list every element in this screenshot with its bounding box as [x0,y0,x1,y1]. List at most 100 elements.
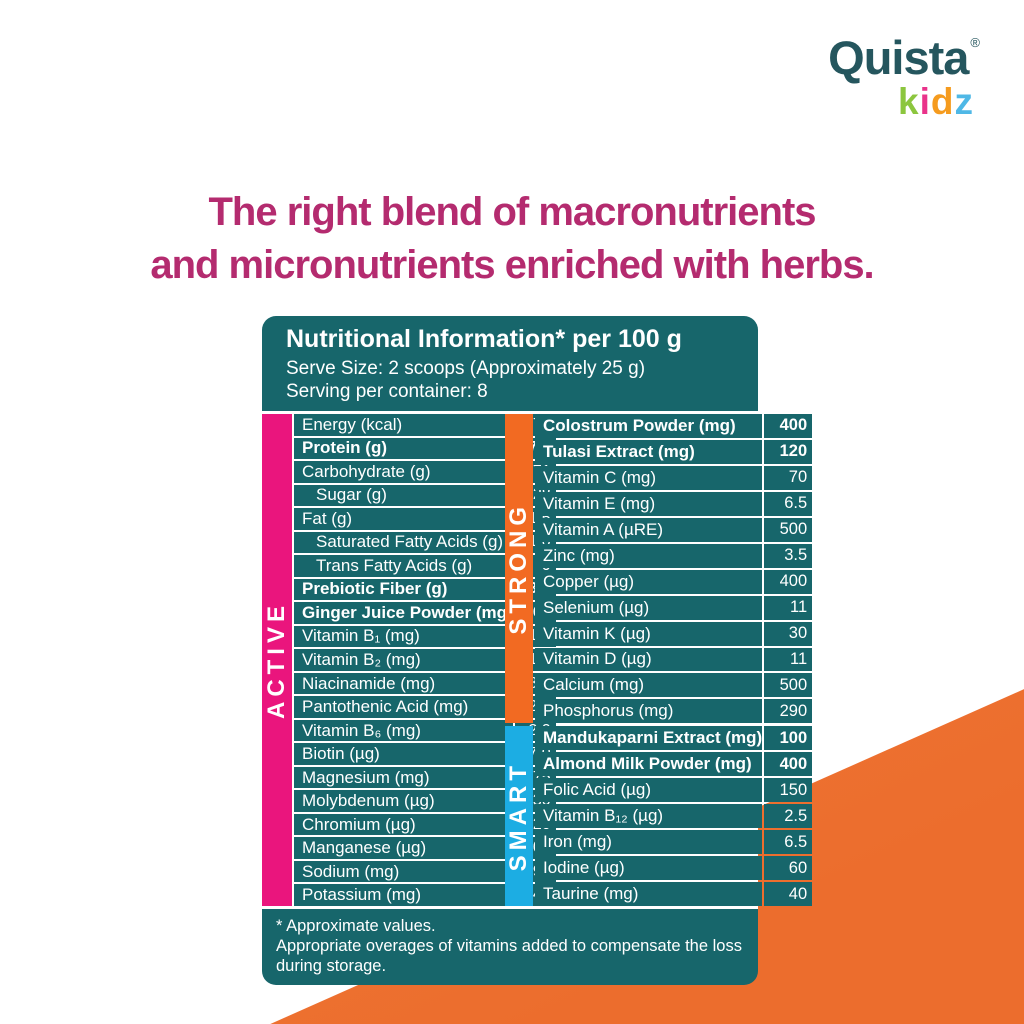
strong-smart-column: STRONG Colostrum Powder (mg) 400 Tulasi … [505,414,813,906]
nutrient-label: Fat (g) [294,508,513,530]
nutrient-label: Sodium (mg) [294,860,513,883]
active-column: ACTIVE Energy (kcal) 374 Protein (g) 17.… [262,414,556,906]
nutrient-label: Magnesium (mg) [294,766,513,789]
nutrient-label: Molybdenum (µg) [294,790,513,812]
nutrient-label: Colostrum Powder (mg) [535,414,763,438]
nutrient-label: Vitamin A (µRE) [535,517,763,542]
table-row: Iodine (µg) 60 [535,856,813,881]
table-row: Energy (kcal) 374 [294,414,556,436]
table-row: Vitamin E (mg) 6.5 [535,491,813,516]
brand-name-row: Quista ® [828,34,980,81]
nutrient-label: Trans Fatty Acids (g) [294,555,513,577]
table-row: Zinc (mg) 3.5 [535,543,813,568]
table-row: Vitamin A (µRE) 500 [535,517,813,542]
nutrient-label: Zinc (mg) [535,543,763,568]
nutrient-value: 400 [764,569,813,594]
section-rows: Mandukaparni Extract (mg) 100 Almond Mil… [535,726,813,906]
section-label-strong: STRONG [505,502,532,636]
nutrient-value: 70 [764,465,813,490]
table-row: Colostrum Powder (mg) 400 [535,414,813,438]
nutrient-value: 400 [764,752,813,777]
nutrient-label: Folic Acid (µg) [535,778,763,803]
nutrient-label: Taurine (mg) [535,882,763,906]
nutrient-label: Calcium (mg) [535,673,763,698]
nutrient-label: Vitamin E (mg) [535,491,763,516]
nutrient-label: Pantothenic Acid (mg) [294,696,513,718]
table-section: SMART Mandukaparni Extract (mg) 100 Almo… [505,726,813,906]
nutrient-value: 400 [764,414,813,438]
nutrient-label: Iodine (µg) [535,856,763,881]
headline-line2: and micronutrients enriched with herbs. [150,243,874,287]
nutrient-value: 60 [764,856,813,881]
table-row: Iron (mg) 6.5 [535,830,813,855]
table-section: STRONG Colostrum Powder (mg) 400 Tulasi … [505,414,813,724]
table-row: Vitamin D (µg) 11 [535,647,813,672]
brand-logo: Quista ® kidz [828,34,980,120]
nutrient-label: Mandukaparni Extract (mg) [535,726,763,751]
table-row: Copper (µg) 400 [535,569,813,594]
nutrient-label: Niacinamide (mg) [294,672,513,695]
nutrient-label: Carbohydrate (g) [294,461,513,483]
table-row: Biotin (µg) 7.0 [294,743,556,765]
nutrient-value: 150 [764,778,813,803]
nutrient-value: 3.5 [764,543,813,568]
table-row: Folic Acid (µg) 150 [535,778,813,803]
nutrient-label: Copper (µg) [535,569,763,594]
headline-line1: The right blend of macronutrients [208,190,816,234]
nutrient-label: Vitamin C (mg) [535,465,763,490]
nutrient-label: Manganese (µg) [294,837,513,859]
nutrient-label: Prebiotic Fiber (g) [294,578,513,601]
nutrient-value: 40 [764,882,813,906]
nutrient-label: Biotin (µg) [294,743,513,765]
nutrient-value: 11 [764,647,813,672]
nutrient-value: 6.5 [764,830,813,855]
nutrient-label: Vitamin D (µg) [535,647,763,672]
nutrient-label: Selenium (µg) [535,595,763,620]
nutrient-label: Sugar (g) [294,484,513,507]
nutrient-value: 100 [764,726,813,751]
nutrient-label: Vitamin B₆ (mg) [294,719,513,742]
active-rows: Energy (kcal) 374 Protein (g) 17.5 Carbo… [294,414,556,906]
nutrient-value: 500 [764,517,813,542]
table-row: Almond Milk Powder (mg) 400 [535,752,813,777]
nutrient-value: 6.5 [764,491,813,516]
section-rows: Colostrum Powder (mg) 400 Tulasi Extract… [535,414,813,724]
nutrient-label: Almond Milk Powder (mg) [535,752,763,777]
nutrient-value: 11 [764,595,813,620]
headline: The right blend of macronutrients and mi… [0,186,1024,292]
nutrient-label: Ginger Juice Powder (mg) [294,602,513,624]
nutrient-label: Iron (mg) [535,830,763,855]
brand-subname-letter: d [930,81,955,122]
table-row: Vitamin B₁₂ (µg) 2.5 [535,804,813,829]
footnote-line1: * Approximate values. [276,917,436,935]
table-row: Vitamin K (µg) 30 [535,621,813,646]
servings-line: Serving per container: 8 [286,381,488,402]
brand-name: Quista [828,31,969,84]
nutrient-label: Protein (g) [294,437,513,460]
nutrient-value: 120 [764,439,813,464]
brand-subname-letter: z [954,81,974,122]
table-footnote: * Approximate values. Appropriate overag… [262,909,758,985]
table-row: Taurine (mg) 40 [535,882,813,906]
table-title: Nutritional Information* per 100 g [286,325,682,353]
nutrient-label: Energy (kcal) [294,414,513,436]
table-row: Phosphorus (mg) 290 [535,699,813,724]
table-row: Calcium (mg) 500 [535,673,813,698]
section-label-smart: SMART [505,761,532,872]
table-body: ACTIVE Energy (kcal) 374 Protein (g) 17.… [262,414,813,906]
table-row: Vitamin C (mg) 70 [535,465,813,490]
nutrient-label: Saturated Fatty Acids (g) [294,531,513,554]
nutrient-label: Chromium (µg) [294,813,513,836]
section-strip-active: ACTIVE [262,414,292,906]
serve-size-line: Serve Size: 2 scoops (Approximately 25 g… [286,358,646,379]
nutrient-label: Vitamin B₂ (mg) [294,649,513,671]
footnote-line3: during storage. [276,957,387,975]
registered-trademark-mark: ® [970,35,980,50]
section-strip-smart: SMART [505,726,533,906]
section-label-active: ACTIVE [263,600,290,719]
brand-subname-letter: i [919,81,931,122]
nutrient-value: 500 [764,673,813,698]
table-row: Selenium (µg) 11 [535,595,813,620]
footnote-line2: Appropriate overages of vitamins added t… [276,937,742,955]
